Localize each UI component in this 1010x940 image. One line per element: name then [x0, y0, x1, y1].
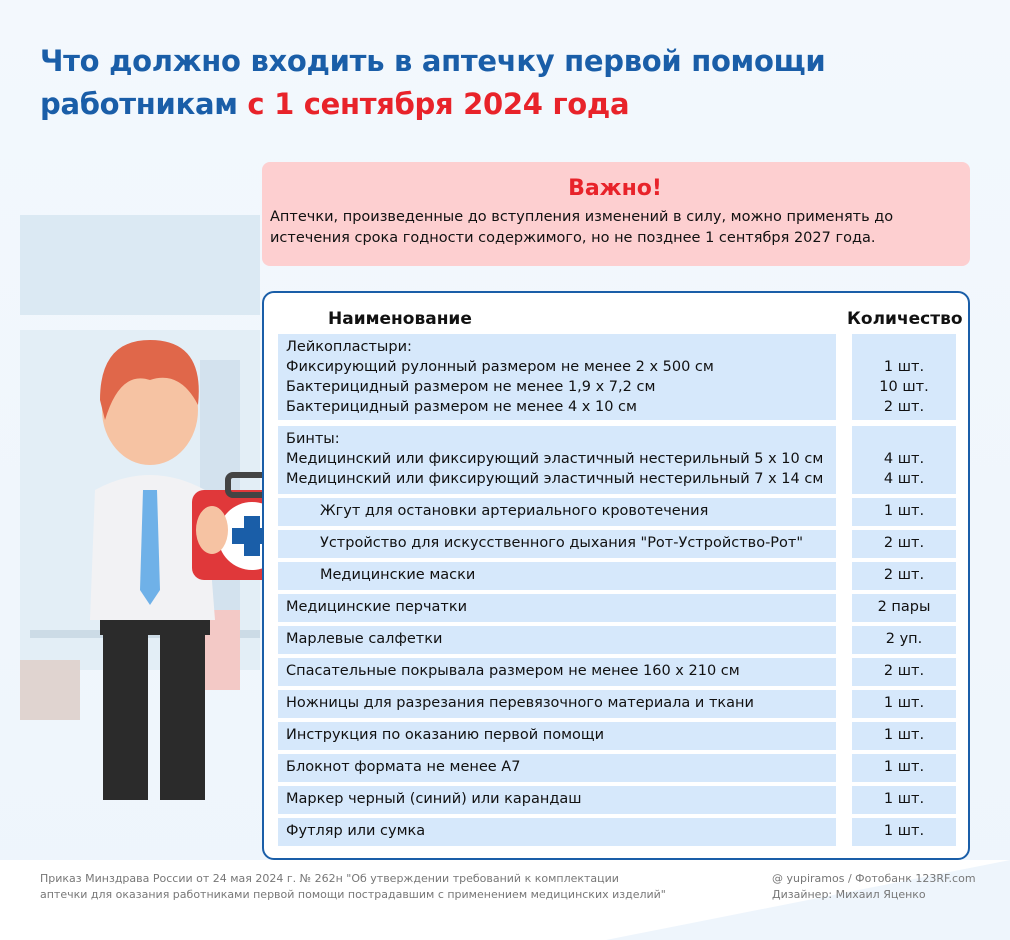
item-qty: 10 шт.	[879, 379, 929, 395]
item-qty: 1 шт.	[852, 786, 956, 814]
item-qty: 4 шт.	[883, 451, 925, 467]
item-name: Медицинские маски	[278, 562, 836, 590]
item-qty: 2 пары	[852, 594, 956, 622]
item-name: Медицинские перчатки	[278, 594, 836, 622]
source-line: Приказ Минздрава России от 24 мая 2024 г…	[40, 872, 619, 885]
important-notice: Важно! Аптечки, произведенные до вступле…	[262, 162, 970, 266]
table-row: Медицинские маски 2 шт.	[278, 562, 956, 590]
title-line-1: Что должно входить в аптечку первой помо…	[40, 44, 826, 78]
item-qty: 1 шт.	[883, 359, 925, 375]
item-name: Медицинский или фиксирующий эластичный н…	[286, 471, 824, 487]
item-name: Медицинский или фиксирующий эластичный н…	[286, 451, 824, 467]
page-title: Что должно входить в аптечку первой помо…	[40, 40, 826, 126]
table-row: Инструкция по оказанию первой помощи 1 шт…	[278, 722, 956, 750]
designer-credit: Дизайнер: Михаил Яценко	[772, 888, 926, 901]
column-header-qty: Количество	[847, 309, 963, 329]
title-part: работникам	[40, 87, 248, 121]
item-qty: 1 шт.	[852, 498, 956, 526]
item-qty: 1 шт.	[852, 754, 956, 782]
column-header-name: Наименование	[328, 309, 472, 329]
item-qty: 2 шт.	[852, 658, 956, 686]
group-title: Лейкопластыри:	[286, 339, 412, 355]
title-line-2: работникам с 1 сентября 2024 года	[40, 83, 825, 126]
notice-heading: Важно!	[568, 176, 662, 201]
table-row: Спасательные покрывала размером не менее…	[278, 658, 956, 686]
item-qty: 4 шт.	[883, 471, 925, 487]
table-row: Жгут для остановки артериального кровоте…	[278, 498, 956, 526]
table-row: Медицинские перчатки 2 пары	[278, 594, 956, 622]
item-name: Блокнот формата не менее А7	[278, 754, 836, 782]
table-row: Марлевые салфетки 2 уп.	[278, 626, 956, 654]
credits: @ yupiramos / Фотобанк 123RF.com Дизайне…	[772, 871, 976, 903]
item-qty: 1 шт.	[852, 818, 956, 846]
item-name: Бактерицидный размером не менее 4 х 10 с…	[286, 399, 637, 415]
source-line: аптечки для оказания работниками первой …	[40, 888, 666, 901]
table-row: Ножницы для разрезания перевязочного мат…	[278, 690, 956, 718]
table-row: Блокнот формата не менее А7 1 шт.	[278, 754, 956, 782]
item-name: Ножницы для разрезания перевязочного мат…	[278, 690, 836, 718]
item-name: Жгут для остановки артериального кровоте…	[278, 498, 836, 526]
item-name: Инструкция по оказанию первой помощи	[278, 722, 836, 750]
item-name: Фиксирующий рулонный размером не менее 2…	[286, 359, 714, 375]
item-qty: 2 шт.	[852, 562, 956, 590]
source-citation: Приказ Минздрава России от 24 мая 2024 г…	[40, 871, 666, 903]
item-name: Бактерицидный размером не менее 1,9 х 7,…	[286, 379, 656, 395]
item-qty: 2 шт.	[852, 530, 956, 558]
item-qty: 2 уп.	[852, 626, 956, 654]
title-date: с 1 сентября 2024 года	[247, 87, 630, 121]
table-row-group: Бинты: Медицинский или фиксирующий эласт…	[278, 426, 956, 494]
item-name: Маркер черный (синий) или карандаш	[278, 786, 836, 814]
item-qty: 1 шт.	[852, 690, 956, 718]
item-qty: 2 шт.	[883, 399, 925, 415]
item-name: Устройство для искусственного дыхания "Р…	[278, 530, 836, 558]
table-row-group: Лейкопластыри: Фиксирующий рулонный разм…	[278, 334, 956, 420]
item-name: Спасательные покрывала размером не менее…	[278, 658, 836, 686]
notice-text: Аптечки, произведенные до вступления изм…	[270, 209, 894, 246]
table-row: Устройство для искусственного дыхания "Р…	[278, 530, 956, 558]
table-row: Футляр или сумка 1 шт.	[278, 818, 956, 846]
worker-illustration	[20, 215, 270, 800]
group-title: Бинты:	[286, 431, 340, 447]
photo-credit: @ yupiramos / Фотобанк 123RF.com	[772, 872, 976, 885]
item-qty: 1 шт.	[852, 722, 956, 750]
table-row: Маркер черный (синий) или карандаш 1 шт.	[278, 786, 956, 814]
item-name: Марлевые салфетки	[278, 626, 836, 654]
first-aid-kit-table: Наименование Количество Лейкопластыри: Ф…	[262, 291, 970, 860]
item-name: Футляр или сумка	[278, 818, 836, 846]
